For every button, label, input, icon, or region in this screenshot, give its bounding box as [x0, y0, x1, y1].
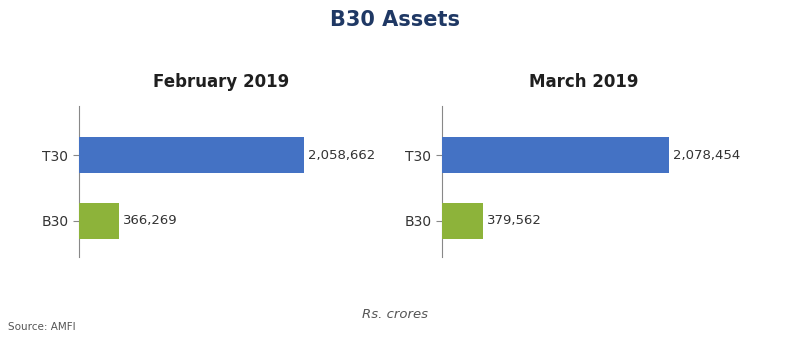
- Text: 2,058,662: 2,058,662: [308, 148, 375, 161]
- Text: 366,269: 366,269: [123, 214, 178, 227]
- Bar: [442, 137, 669, 173]
- Bar: [442, 202, 484, 238]
- Text: Source: AMFI: Source: AMFI: [8, 322, 76, 332]
- Text: 379,562: 379,562: [487, 214, 542, 227]
- Title: February 2019: February 2019: [153, 73, 289, 91]
- Title: March 2019: March 2019: [529, 73, 638, 91]
- Bar: [79, 202, 119, 238]
- Text: Rs. crores: Rs. crores: [361, 308, 428, 321]
- Bar: [79, 137, 304, 173]
- Text: 2,078,454: 2,078,454: [673, 148, 740, 161]
- Text: B30 Assets: B30 Assets: [330, 10, 459, 30]
